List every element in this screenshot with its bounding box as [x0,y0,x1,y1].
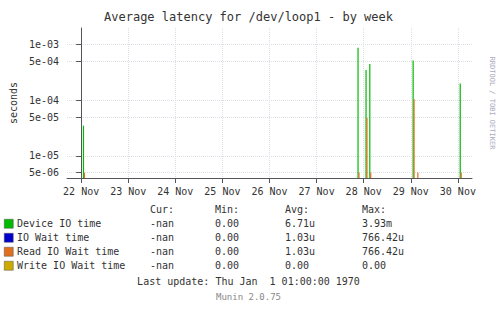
svg-text:28 Nov: 28 Nov [346,186,382,197]
svg-text:0.00: 0.00 [215,260,239,271]
svg-text:1.03u: 1.03u [285,246,315,257]
svg-text:0.00: 0.00 [215,232,239,243]
svg-text:Device IO time: Device IO time [17,218,101,229]
svg-text:1.03u: 1.03u [285,232,315,243]
svg-text:29 Nov: 29 Nov [393,186,429,197]
svg-text:Avg:: Avg: [285,204,309,215]
svg-text:5e-06: 5e-06 [29,167,59,178]
svg-text:0.00: 0.00 [215,246,239,257]
svg-text:1e-05: 1e-05 [29,150,59,161]
svg-text:766.42u: 766.42u [362,232,404,243]
svg-text:Cur:: Cur: [150,204,174,215]
svg-text:25 Nov: 25 Nov [204,186,240,197]
svg-text:Min:: Min: [215,204,239,215]
svg-text:seconds: seconds [8,82,19,124]
svg-text:-nan: -nan [150,232,174,243]
svg-text:24 Nov: 24 Nov [157,186,193,197]
svg-text:Max:: Max: [362,204,386,215]
svg-text:23 Nov: 23 Nov [110,186,146,197]
svg-text:Munin 2.0.75: Munin 2.0.75 [216,292,281,302]
svg-text:22 Nov: 22 Nov [63,186,99,197]
svg-text:766.42u: 766.42u [362,246,404,257]
svg-text:26 Nov: 26 Nov [251,186,287,197]
svg-text:6.71u: 6.71u [285,218,315,229]
svg-text:-nan: -nan [150,218,174,229]
svg-text:0.00: 0.00 [215,218,239,229]
svg-text:3.93m: 3.93m [362,218,392,229]
svg-text:5e-05: 5e-05 [29,112,59,123]
svg-text:30 Nov: 30 Nov [440,186,476,197]
svg-text:-nan: -nan [150,260,174,271]
svg-text:Last update: Thu Jan 1 01:00:: Last update: Thu Jan 1 01:00:00 1970 [137,276,360,287]
svg-text:1e-03: 1e-03 [29,39,59,50]
svg-text:0.00: 0.00 [285,260,309,271]
svg-text:-nan: -nan [150,246,174,257]
svg-text:1e-04: 1e-04 [29,95,59,106]
svg-text:27 Nov: 27 Nov [299,186,335,197]
svg-text:IO Wait time: IO Wait time [17,232,89,243]
svg-text:Average latency for /dev/loop1: Average latency for /dev/loop1 - by week [104,10,394,24]
svg-text:0.00: 0.00 [362,260,386,271]
svg-text:Write IO Wait time: Write IO Wait time [17,260,125,271]
svg-text:RRDTOOL / TOBI OETIKER: RRDTOOL / TOBI OETIKER [488,57,496,151]
svg-text:5e-04: 5e-04 [29,56,59,67]
svg-text:Read IO Wait time: Read IO Wait time [17,246,119,257]
